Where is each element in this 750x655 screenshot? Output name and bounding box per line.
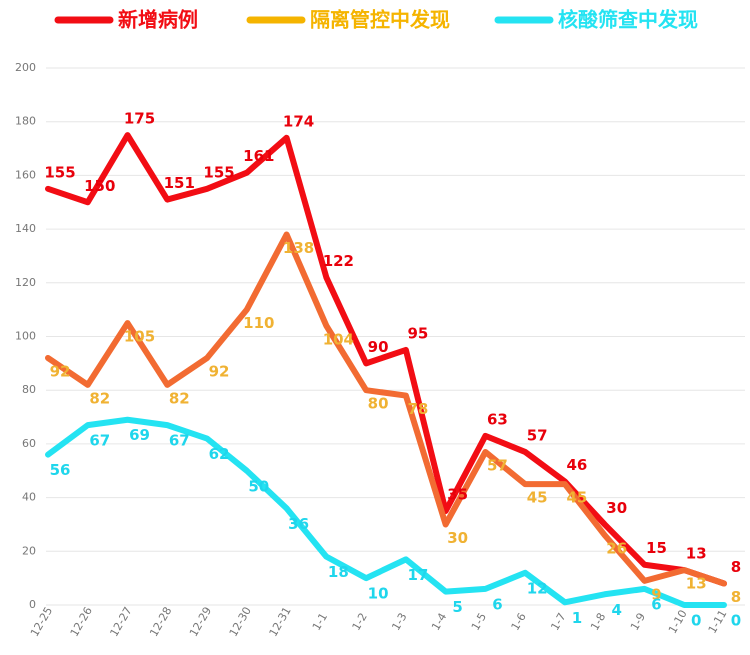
data-label: 69 [129, 426, 150, 444]
x-tick-label: 1-11 [706, 608, 730, 636]
data-label: 155 [44, 163, 75, 181]
data-label: 90 [368, 338, 389, 356]
data-label: 155 [203, 163, 234, 181]
data-label: 174 [283, 112, 314, 130]
y-tick-label: 180 [15, 115, 36, 128]
data-label: 57 [487, 456, 508, 474]
data-label: 30 [447, 529, 468, 547]
y-tick-label: 0 [29, 598, 36, 611]
data-label: 92 [209, 362, 230, 380]
x-tick-label: 1-3 [389, 611, 409, 633]
y-tick-label: 80 [22, 383, 36, 396]
y-tick-label: 60 [22, 437, 36, 450]
data-label: 0 [691, 612, 701, 630]
data-label: 110 [243, 314, 274, 332]
x-tick-label: 12-28 [147, 605, 174, 639]
x-tick-label: 12-31 [267, 605, 294, 639]
data-label: 62 [209, 445, 230, 463]
legend-label: 核酸筛查中发现 [558, 8, 698, 32]
data-label: 67 [89, 432, 110, 450]
data-label: 13 [686, 575, 707, 593]
data-label: 8 [731, 588, 741, 606]
series-line [45, 132, 727, 587]
data-label: 12 [527, 579, 548, 597]
data-label: 30 [606, 499, 627, 517]
data-label: 57 [527, 426, 548, 444]
data-label: 15 [646, 539, 667, 557]
x-tick-label: 1-6 [509, 611, 529, 633]
data-label: 5 [452, 598, 462, 616]
data-label: 1 [572, 609, 582, 627]
data-label: 56 [50, 461, 71, 479]
x-tick-label: 1-1 [310, 611, 330, 633]
data-label: 82 [169, 389, 190, 407]
data-label: 78 [407, 400, 428, 418]
series-line [45, 231, 727, 587]
data-label: 35 [447, 486, 468, 504]
data-label: 13 [686, 545, 707, 563]
data-label: 150 [84, 177, 115, 195]
data-label: 50 [248, 477, 269, 495]
y-tick-label: 200 [15, 61, 36, 74]
x-tick-label: 1-2 [350, 611, 370, 633]
y-tick-label: 160 [15, 168, 36, 181]
x-tick-label: 12-26 [68, 605, 95, 639]
data-label: 161 [243, 147, 274, 165]
data-label: 0 [731, 612, 741, 630]
series-line [45, 416, 727, 608]
data-label: 82 [89, 389, 110, 407]
data-label: 45 [527, 489, 548, 507]
data-label: 104 [323, 330, 354, 348]
x-tick-label: 1-8 [588, 611, 608, 633]
data-label: 67 [169, 432, 190, 450]
data-label: 26 [606, 540, 627, 558]
x-tick-label: 12-27 [107, 605, 134, 639]
data-label: 63 [487, 410, 508, 428]
data-label: 8 [731, 558, 741, 576]
x-tick-label: 12-30 [227, 605, 254, 639]
data-label: 95 [407, 324, 428, 342]
data-label: 17 [407, 566, 428, 584]
data-label: 92 [50, 362, 71, 380]
x-tick-label: 1-9 [628, 611, 648, 633]
data-label: 9 [651, 585, 661, 603]
y-tick-label: 40 [22, 491, 36, 504]
data-label: 46 [567, 456, 588, 474]
x-tick-label: 1-7 [548, 611, 568, 633]
legend-label: 新增病例 [118, 8, 198, 32]
x-tick-label: 1-4 [429, 611, 449, 633]
data-label: 36 [288, 515, 309, 533]
x-tick-label: 1-5 [469, 611, 489, 633]
data-label: 138 [283, 239, 314, 257]
legend-label: 隔离管控中发现 [310, 8, 450, 32]
data-label: 122 [323, 252, 354, 270]
data-label: 45 [567, 489, 588, 507]
y-tick-label: 120 [15, 276, 36, 289]
x-tick-label: 1-10 [666, 608, 690, 636]
y-tick-label: 100 [15, 330, 36, 343]
data-label: 105 [124, 328, 155, 346]
data-label: 175 [124, 110, 155, 128]
data-label: 151 [164, 174, 195, 192]
data-label: 6 [651, 595, 661, 613]
data-label: 80 [368, 395, 389, 413]
data-label: 4 [611, 601, 621, 619]
y-tick-label: 140 [15, 222, 36, 235]
x-tick-label: 12-29 [187, 605, 214, 639]
data-label: 10 [368, 585, 389, 603]
y-tick-label: 20 [22, 544, 36, 557]
data-label: 6 [492, 595, 502, 613]
data-label: 18 [328, 563, 349, 581]
